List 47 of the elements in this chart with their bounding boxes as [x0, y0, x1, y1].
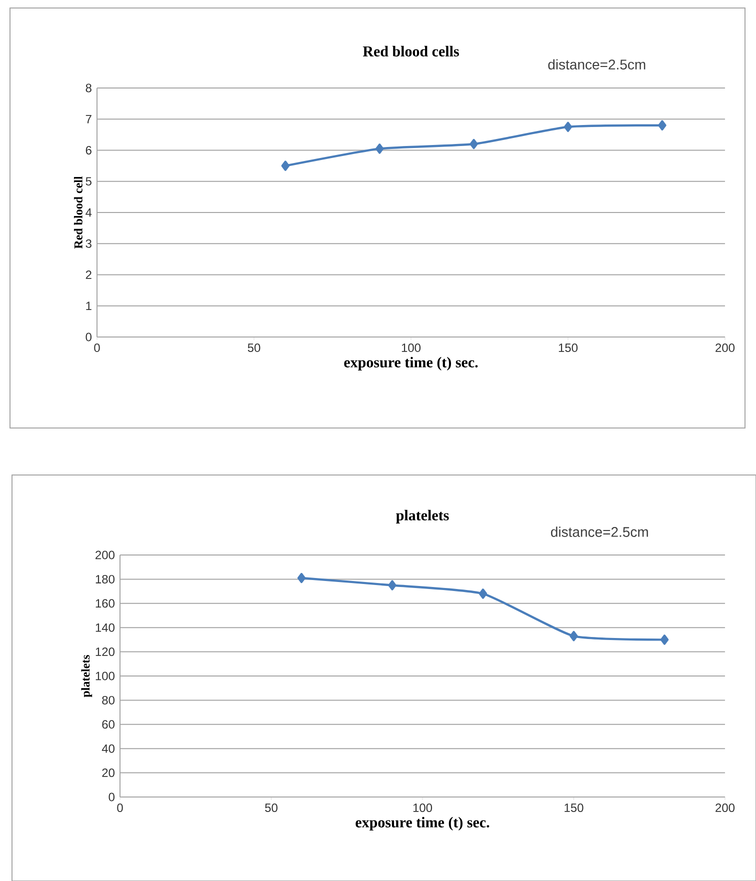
y-tick-label: 40: [102, 744, 115, 753]
point: [388, 580, 396, 590]
y-tick-label: 0: [86, 332, 92, 342]
chart-title: Red blood cells: [362, 46, 459, 56]
y-tick-label: 100: [96, 672, 114, 680]
x-axis-title: exposure time (t) sec.: [344, 356, 478, 370]
point: [478, 588, 488, 599]
y-tick-label: 5: [86, 177, 92, 186]
x-tick-label: 150: [558, 344, 578, 352]
y-tick-label: 6: [86, 146, 92, 154]
point: [658, 120, 666, 130]
chart-title: platelets: [396, 510, 449, 524]
point: [281, 160, 290, 171]
y-tick-label: 0: [108, 792, 115, 802]
y-tick-label: 200: [96, 550, 114, 560]
point: [297, 572, 306, 584]
x-axis-title: exposure time (t) sec.: [356, 816, 490, 830]
point: [376, 144, 384, 154]
y-tick-label: 140: [96, 623, 114, 632]
y-tick-label: 4: [86, 208, 92, 217]
y-tick-label: 1: [86, 302, 92, 310]
x-tick-label: 50: [248, 344, 260, 352]
y-tick-label: 180: [96, 574, 114, 584]
x-tick-label: 150: [564, 804, 584, 812]
y-tick-label: 2: [86, 270, 92, 279]
y-tick-label: 8: [86, 84, 92, 92]
text: distance=2.5cm: [551, 526, 648, 537]
y-tick-label: 3: [86, 239, 92, 248]
point: [470, 138, 478, 150]
point: [564, 122, 572, 132]
text: distance=2.5cm: [548, 59, 646, 70]
point: [660, 634, 669, 645]
y-axis-title: platelets: [81, 654, 92, 698]
x-tick-label: 200: [716, 344, 735, 352]
y-tick-label: 120: [96, 648, 114, 656]
x-tick-label: 200: [716, 804, 735, 812]
point: [570, 630, 578, 642]
y-tick-label: 80: [102, 696, 115, 704]
y-tick-label: 7: [86, 114, 92, 124]
y-axis-title: Red blood cell: [74, 176, 82, 249]
x-tick-label: 50: [265, 804, 278, 812]
x-tick-label: 100: [413, 804, 432, 812]
y-tick-label: 20: [102, 768, 115, 778]
x-tick-label: 0: [117, 804, 123, 812]
x-tick-label: 100: [402, 344, 421, 352]
y-tick-label: 60: [102, 720, 115, 729]
y-tick-label: 160: [96, 599, 114, 608]
